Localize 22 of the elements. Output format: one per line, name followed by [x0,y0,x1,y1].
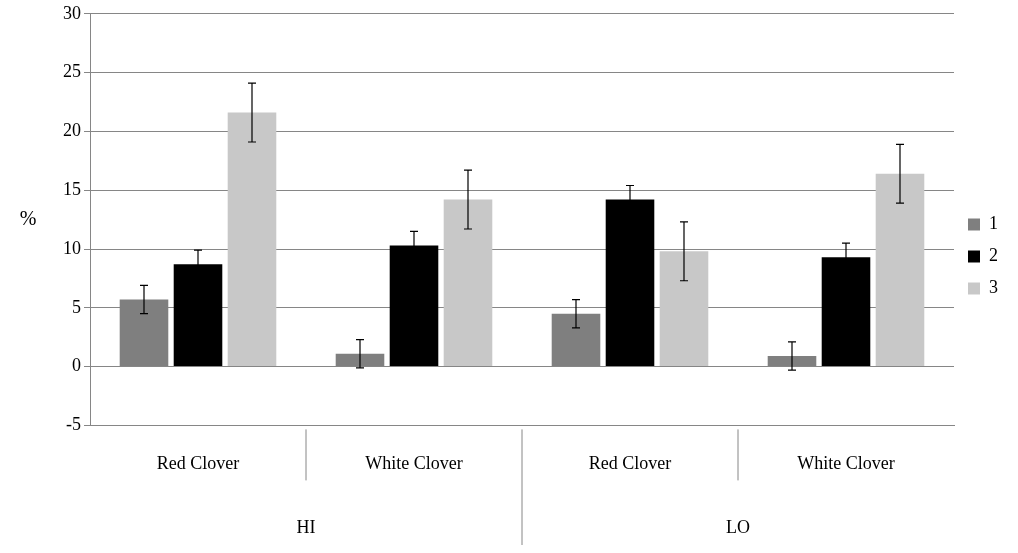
legend-label: 2 [989,245,998,266]
legend-label: 3 [989,277,998,298]
y-tick-label: 25 [63,61,81,82]
legend-label: 1 [989,213,998,234]
text: HI [296,516,316,537]
y-tick-label: 5 [72,296,81,317]
y-tick-label: -5 [66,414,81,435]
bar [227,112,277,367]
y-tick-label: 10 [63,237,81,258]
x-tick-label: White Clover [365,452,463,473]
bar [443,199,493,367]
bar [659,251,709,367]
x-tick-label: White Clover [797,452,895,473]
y-tick-label: 20 [63,120,81,141]
x-tick-label: Red Clover [588,452,672,473]
y-tick-label: 0 [72,355,81,376]
y-tick-label: 30 [63,2,81,23]
text: LO [726,516,750,537]
y-tick-label: 15 [63,178,81,199]
y-axis-title: % [19,206,37,229]
bar [875,173,925,367]
x-tick-label: Red Clover [156,452,240,473]
